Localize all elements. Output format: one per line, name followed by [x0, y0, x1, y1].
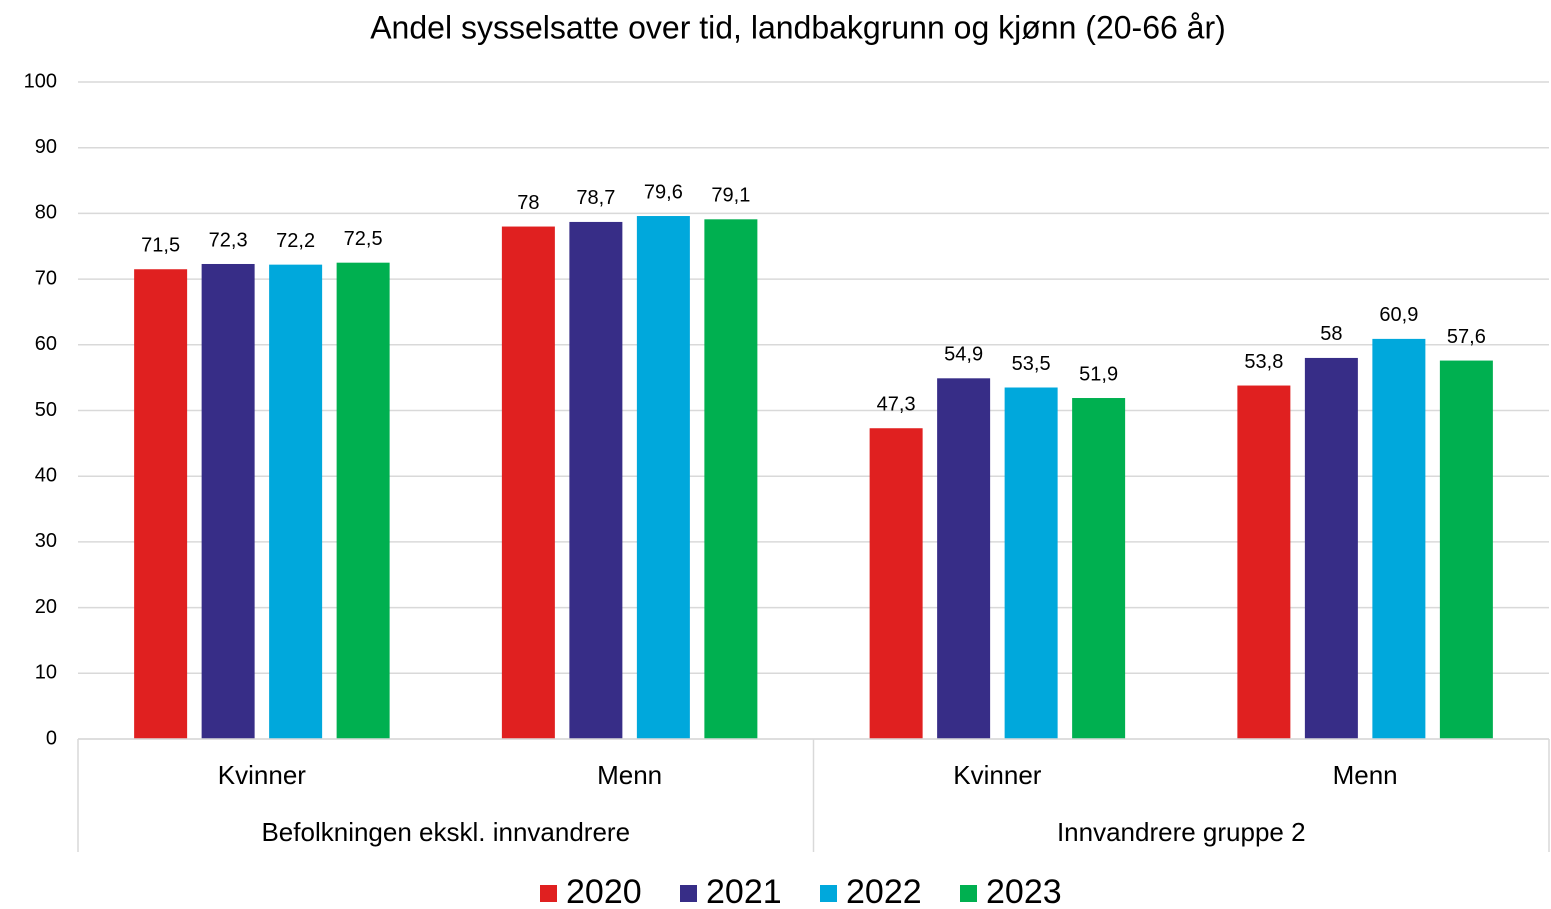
x-tick-label: Menn: [1333, 760, 1398, 790]
bar: [636, 216, 690, 739]
data-label: 58: [1320, 323, 1342, 345]
data-label: 79,6: [644, 181, 683, 203]
data-label: 79,1: [711, 185, 750, 207]
bar: [501, 226, 555, 740]
y-tick-label: 70: [35, 267, 57, 289]
legend-swatch: [540, 885, 557, 902]
y-tick-label: 40: [35, 464, 57, 486]
y-tick-label: 90: [35, 136, 57, 158]
bar: [269, 264, 323, 739]
legend-swatch: [960, 885, 977, 902]
y-tick-label: 50: [35, 399, 57, 421]
bar: [1439, 360, 1493, 739]
bar: [704, 219, 758, 740]
y-tick-label: 80: [35, 202, 57, 224]
data-label: 72,5: [344, 228, 383, 250]
x-tick-label: Kvinner: [218, 760, 306, 790]
y-tick-label: 0: [46, 727, 57, 749]
data-label: 53,5: [1012, 353, 1051, 375]
data-label: 51,9: [1079, 363, 1118, 385]
bar: [1004, 387, 1058, 739]
bar: [134, 269, 188, 739]
legend-label: 2022: [846, 873, 922, 909]
data-label: 78: [517, 192, 539, 214]
y-tick-label: 30: [35, 530, 57, 552]
bar: [937, 378, 991, 739]
bar: [1372, 338, 1426, 739]
bar: [869, 428, 923, 739]
group-label: Innvandrere gruppe 2: [1057, 817, 1306, 847]
data-label: 78,7: [576, 187, 615, 209]
legend-swatch: [680, 885, 697, 902]
legend-swatch: [820, 885, 837, 902]
data-label: 47,3: [877, 394, 916, 416]
y-tick-label: 60: [35, 333, 57, 355]
y-tick-label: 20: [35, 596, 57, 618]
x-tick-label: Menn: [597, 760, 662, 790]
legend-label: 2020: [566, 873, 642, 909]
legend-label: 2021: [706, 873, 782, 909]
group-label: Befolkningen ekskl. innvandrere: [261, 817, 630, 847]
bar: [201, 263, 255, 739]
chart-title: Andel sysselsatte over tid, landbakgrunn…: [370, 9, 1226, 45]
y-tick-label: 100: [24, 70, 57, 92]
bar: [1072, 398, 1126, 739]
data-label: 57,6: [1447, 326, 1486, 348]
bar: [1304, 357, 1358, 739]
x-tick-label: Kvinner: [953, 760, 1041, 790]
data-label: 72,3: [209, 229, 248, 251]
bar: [336, 262, 390, 739]
bar: [1237, 385, 1291, 739]
data-label: 54,9: [944, 344, 983, 366]
data-label: 72,2: [276, 230, 315, 252]
data-label: 53,8: [1244, 351, 1283, 373]
data-label: 60,9: [1379, 304, 1418, 326]
bar: [569, 221, 623, 740]
legend-label: 2023: [986, 873, 1062, 909]
data-label: 71,5: [141, 235, 180, 257]
y-tick-label: 10: [35, 662, 57, 684]
